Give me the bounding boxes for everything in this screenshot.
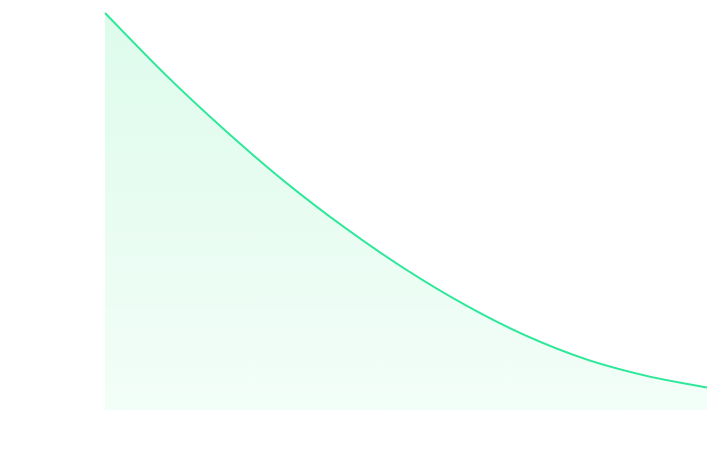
series-line — [104, 12, 708, 389]
plot-area — [104, 12, 708, 410]
area-fill — [105, 13, 707, 410]
